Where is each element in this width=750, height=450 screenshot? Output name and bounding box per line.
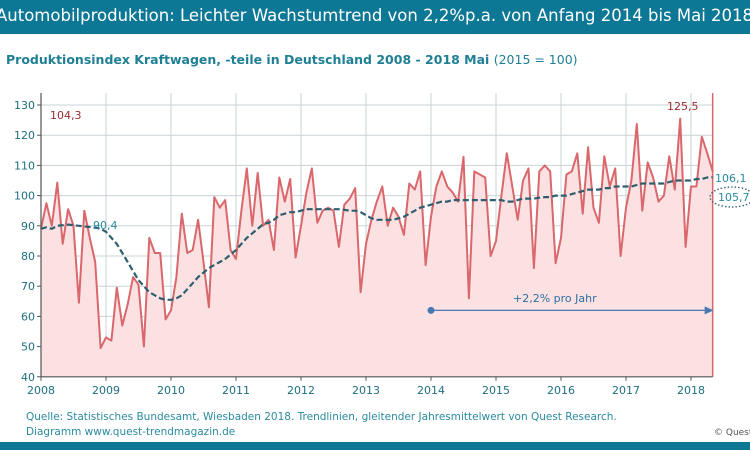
x-tick-label: 2018 [677, 384, 705, 397]
growth-arrow-start [427, 306, 435, 314]
x-tick-label: 2014 [417, 384, 445, 397]
subtitle-main: Produktionsindex Kraftwagen, -teile in D… [6, 52, 490, 67]
series-area-fill [41, 118, 713, 377]
y-tick-label: 60 [21, 310, 35, 323]
diagram-credit: Diagramm www.quest-trendmagazin.de [26, 426, 236, 438]
x-tick-label: 2015 [482, 384, 510, 397]
y-tick-label: 80 [21, 250, 35, 263]
y-tick-label: 90 [21, 220, 35, 233]
x-tick-label: 2011 [222, 384, 250, 397]
y-tick-label: 100 [14, 190, 35, 203]
y-tick-label: 70 [21, 280, 35, 293]
x-tick-label: 2016 [547, 384, 575, 397]
annotation-peak-2017: 125,5 [667, 100, 699, 113]
annotations: 104,3 90,4 125,5 106,1 105,7 +2,2% pro J… [50, 100, 750, 305]
tick-labels: 40 50 60 70 80 90 100 110 120 130 2008 2009 2010 2011… [14, 99, 705, 397]
series-line-production [40, 117, 714, 350]
chart-subtitle: Produktionsindex Kraftwagen, -teile in D… [6, 52, 578, 67]
trend-line [40, 176, 713, 301]
annotation-trend-2008: 90,4 [93, 219, 118, 232]
title-bar: Automobilproduktion: Leichter Wachstumtr… [0, 0, 750, 34]
axes [37, 93, 714, 381]
subtitle-base: (2015 = 100) [493, 52, 578, 67]
annotation-growth: +2,2% pro Jahr [513, 292, 597, 305]
chart: 40 50 60 70 80 90 100 110 120 130 2008 2009 2010 2011… [14, 93, 750, 397]
copyright: © Quest [714, 428, 750, 438]
x-tick-label: 2008 [27, 384, 55, 397]
series-marks [40, 93, 714, 377]
annotation-peak-2008: 104,3 [50, 109, 82, 122]
circled-end-ellipse [709, 186, 750, 208]
x-tick-label: 2009 [92, 384, 120, 397]
bottom-band [0, 442, 750, 450]
growth-arrow-head [704, 306, 714, 315]
y-tick-label: 130 [14, 99, 35, 112]
chart-title: Automobilproduktion: Leichter Wachstumtr… [0, 6, 750, 25]
x-tick-label: 2017 [612, 384, 640, 397]
x-tick-label: 2010 [157, 384, 185, 397]
x-tick-label: 2013 [352, 384, 380, 397]
y-tick-label: 40 [21, 371, 35, 384]
annotation-trend-end: 106,1 [715, 172, 747, 185]
y-tick-label: 120 [14, 129, 35, 142]
annotation-circled-end: 105,7 [718, 191, 750, 204]
x-tick-label: 2012 [287, 384, 315, 397]
source-note: Quelle: Statistisches Bundesamt, Wiesbad… [26, 411, 617, 423]
y-tick-label: 50 [21, 341, 35, 354]
y-tick-label: 110 [14, 159, 35, 172]
